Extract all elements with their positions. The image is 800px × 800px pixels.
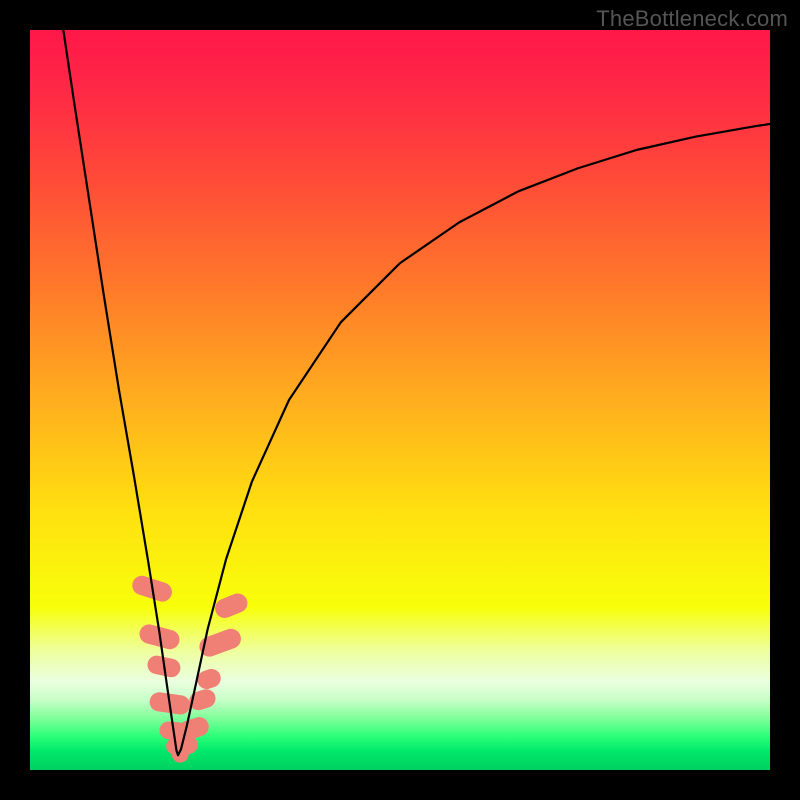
watermark-text: TheBottleneck.com — [596, 6, 788, 32]
gradient-background — [30, 30, 770, 770]
plot-svg — [30, 30, 770, 770]
chart-frame: TheBottleneck.com — [0, 0, 800, 800]
plot-area — [30, 30, 770, 770]
